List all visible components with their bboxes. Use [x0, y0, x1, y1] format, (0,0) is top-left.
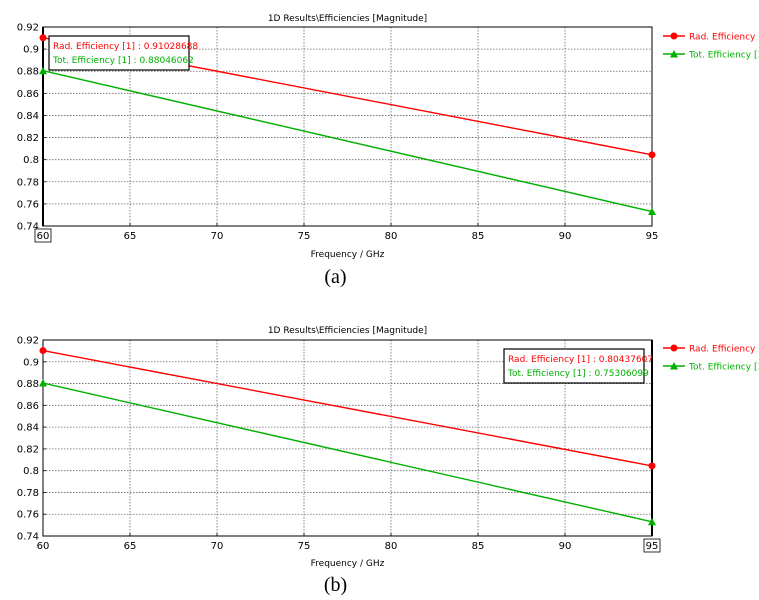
y-tick-label: 0.88 [17, 379, 39, 390]
y-tick-label: 0.84 [17, 111, 39, 122]
legend-entry: Tot. Efficiency [1 [663, 362, 759, 373]
series-tot [39, 379, 656, 526]
chart-panel-a: 1D Results\Efficiencies [Magnitude] 0.74 0… [17, 14, 759, 288]
y-tick-label: 0.8 [23, 155, 39, 166]
series-rad [39, 347, 656, 470]
y-tick-label: 0.82 [17, 444, 39, 455]
y-tick-label: 0.92 [17, 23, 39, 34]
legend-entry: Tot. Efficiency [1] [663, 50, 759, 61]
legend-label: Rad. Efficiency [1 [689, 33, 759, 43]
series-line [42, 382, 653, 523]
series-tot [39, 66, 656, 216]
x-tick-label: 80 [385, 231, 398, 242]
y-tick-label: 0.78 [17, 177, 39, 188]
figure-caption: (a) [324, 266, 346, 288]
data-point [648, 517, 656, 526]
marker-readout-box [643, 538, 661, 553]
x-tick-label: 85 [472, 231, 485, 242]
readout-line: Tot. Efficiency [1] : 0.88046062 [52, 56, 194, 66]
readout-frame [48, 35, 190, 71]
y-tick-label: 0.84 [17, 423, 39, 434]
x-tick-label: 90 [559, 231, 572, 242]
legend-swatch-marker [670, 344, 678, 352]
x-tick-label: 65 [124, 231, 137, 242]
x-tick-label: 60 [37, 541, 50, 552]
data-point [39, 347, 47, 355]
x-tick-label: 70 [211, 231, 224, 242]
series-line [42, 349, 653, 467]
x-axis-label: Frequency / GHz [311, 559, 385, 569]
x-tick-label: 65 [124, 541, 137, 552]
x-tick-label: 75 [298, 541, 311, 552]
y-tick-label: 0.9 [23, 357, 39, 368]
data-point [648, 462, 656, 470]
y-tick-label: 0.88 [17, 67, 39, 78]
y-tick-label: 0.9 [23, 45, 39, 56]
y-tick-label: 0.92 [17, 336, 39, 347]
x-axis-label: Frequency / GHz [311, 250, 385, 260]
readout-line: Rad. Efficiency [1] : 0.80437607 [508, 355, 653, 365]
x-tick-label: 75 [298, 231, 311, 242]
legend-entry: Rad. Efficiency [1 [663, 32, 759, 43]
x-tick-label: 70 [211, 541, 224, 552]
legend-label: Tot. Efficiency [1] [688, 51, 759, 61]
readout-line: Tot. Efficiency [1] : 0.75306099 [507, 369, 649, 379]
chart-panel-b: 1D Results\Efficiencies [Magnitude] 0.74 0… [17, 326, 759, 596]
marker-readout-label: 60 [37, 231, 50, 242]
y-tick-label: 0.78 [17, 488, 39, 499]
series-line [42, 70, 653, 213]
legend-swatch-marker [670, 32, 678, 40]
y-tick-label: 0.76 [17, 199, 39, 210]
grid [43, 27, 652, 226]
y-tick-label: 0.76 [17, 510, 39, 521]
marker-readout-label: 95 [646, 541, 659, 552]
marker-readout-box [34, 228, 52, 243]
data-point [39, 379, 47, 387]
legend-entry: Rad. Efficiency [1 [663, 344, 759, 355]
value-readout-box: Rad. Efficiency [1] : 0.91028688 Tot. Eff… [48, 35, 198, 71]
data-point [39, 34, 47, 42]
value-readout-box: Rad. Efficiency [1] : 0.80437607 Tot. Eff… [503, 348, 653, 384]
y-tick-label: 0.82 [17, 133, 39, 144]
readout-frame [503, 348, 645, 384]
data-point [648, 151, 656, 159]
chart-title: 1D Results\Efficiencies [Magnitude] [268, 14, 427, 24]
y-tick-label: 0.8 [23, 466, 39, 477]
legend-label: Tot. Efficiency [1 [688, 363, 759, 373]
y-tick-label: 0.86 [17, 89, 39, 100]
data-point [39, 66, 47, 75]
legend-swatch-marker [670, 50, 678, 58]
x-tick-label: 80 [385, 541, 398, 552]
x-tick-label: 85 [472, 541, 485, 552]
legend-label: Rad. Efficiency [1 [689, 345, 759, 355]
chart-title: 1D Results\Efficiencies [Magnitude] [268, 326, 427, 336]
y-tick-label: 0.74 [17, 532, 39, 543]
x-tick-label: 95 [646, 231, 659, 242]
y-tick-label: 0.86 [17, 401, 39, 412]
figure-caption: (b) [324, 574, 347, 596]
x-tick-label: 90 [559, 541, 572, 552]
data-point [648, 207, 656, 216]
readout-line: Rad. Efficiency [1] : 0.91028688 [53, 42, 198, 52]
legend-swatch-marker [670, 362, 678, 370]
y-tick-label: 0.74 [17, 222, 39, 233]
